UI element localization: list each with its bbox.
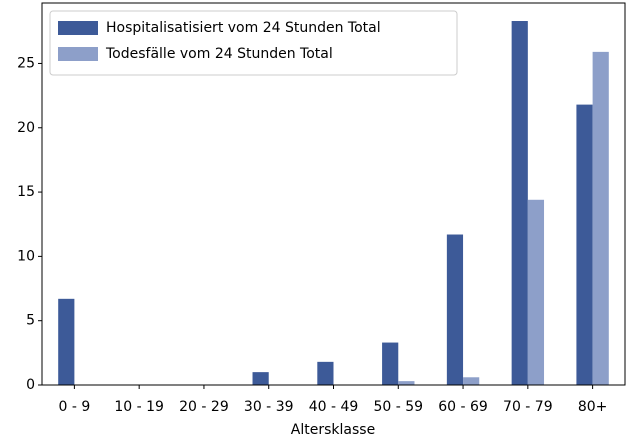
y-tick-label: 0 bbox=[26, 377, 35, 393]
x-tick-label: 70 - 79 bbox=[503, 399, 553, 415]
bar bbox=[398, 381, 415, 385]
legend-swatch bbox=[58, 21, 98, 35]
bar bbox=[317, 361, 334, 385]
y-tick-label: 15 bbox=[17, 184, 35, 200]
x-tick-label: 80+ bbox=[578, 399, 608, 415]
x-tick-label: 30 - 39 bbox=[244, 399, 294, 415]
y-tick-label: 20 bbox=[17, 120, 35, 136]
y-tick-label: 10 bbox=[17, 248, 35, 264]
x-tick-label: 10 - 19 bbox=[114, 399, 164, 415]
x-tick-label: 40 - 49 bbox=[309, 399, 359, 415]
x-tick-label: 0 - 9 bbox=[58, 399, 90, 415]
legend-swatch bbox=[58, 47, 98, 61]
y-tick-label: 25 bbox=[17, 55, 35, 71]
y-tick-label: 5 bbox=[26, 313, 35, 329]
bar bbox=[382, 342, 399, 385]
legend-label: Todesfälle vom 24 Stunden Total bbox=[105, 46, 333, 62]
legend-label: Hospitalisatisiert vom 24 Stunden Total bbox=[106, 20, 381, 36]
bar bbox=[252, 372, 269, 385]
x-tick-label: 60 - 69 bbox=[438, 399, 488, 415]
bar bbox=[446, 234, 464, 385]
bar bbox=[527, 199, 545, 385]
legend-box bbox=[49, 10, 458, 76]
x-tick-label: 50 - 59 bbox=[373, 399, 423, 415]
plot-frame bbox=[41, 2, 626, 386]
bar bbox=[463, 377, 480, 385]
bar bbox=[511, 21, 528, 385]
x-tick-label: 20 - 29 bbox=[179, 399, 229, 415]
bar bbox=[58, 298, 75, 385]
bar bbox=[592, 51, 609, 385]
x-axis-label: Altersklasse bbox=[291, 422, 375, 438]
bar bbox=[576, 104, 593, 385]
